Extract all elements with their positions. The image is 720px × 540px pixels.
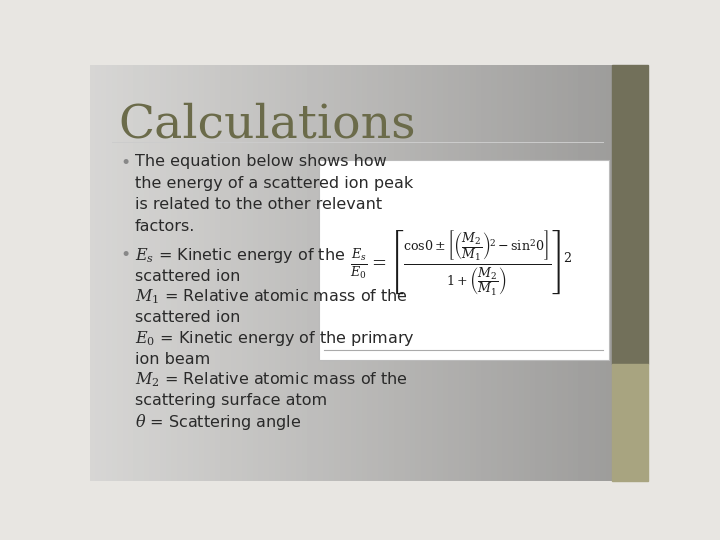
Text: scattering surface atom: scattering surface atom bbox=[135, 393, 327, 408]
Text: •: • bbox=[121, 246, 131, 264]
Text: ion beam: ion beam bbox=[135, 352, 210, 367]
Text: $E_s$ = Kinetic energy of the: $E_s$ = Kinetic energy of the bbox=[135, 246, 345, 265]
Text: $\theta$ = Scattering angle: $\theta$ = Scattering angle bbox=[135, 412, 301, 432]
Text: scattered ion: scattered ion bbox=[135, 268, 240, 284]
Text: $\frac{E_s}{E_0} = \left[\frac{\mathrm{cos}0 \pm \left[\left(\dfrac{M_2}{M_1}\ri: $\frac{E_s}{E_0} = \left[\frac{\mathrm{c… bbox=[350, 228, 572, 297]
Text: The equation below shows how
the energy of a scattered ion peak
is related to th: The equation below shows how the energy … bbox=[135, 154, 413, 234]
FancyBboxPatch shape bbox=[319, 160, 609, 360]
Text: $M_2$ = Relative atomic mass of the: $M_2$ = Relative atomic mass of the bbox=[135, 370, 408, 389]
Bar bbox=[612, 65, 648, 364]
Text: scattered ion: scattered ion bbox=[135, 310, 240, 325]
Bar bbox=[612, 364, 648, 481]
Text: $E_0$ = Kinetic energy of the primary: $E_0$ = Kinetic energy of the primary bbox=[135, 329, 414, 348]
Text: •: • bbox=[121, 154, 131, 172]
Text: Calculations: Calculations bbox=[118, 102, 415, 147]
Text: $M_1$ = Relative atomic mass of the: $M_1$ = Relative atomic mass of the bbox=[135, 287, 408, 306]
